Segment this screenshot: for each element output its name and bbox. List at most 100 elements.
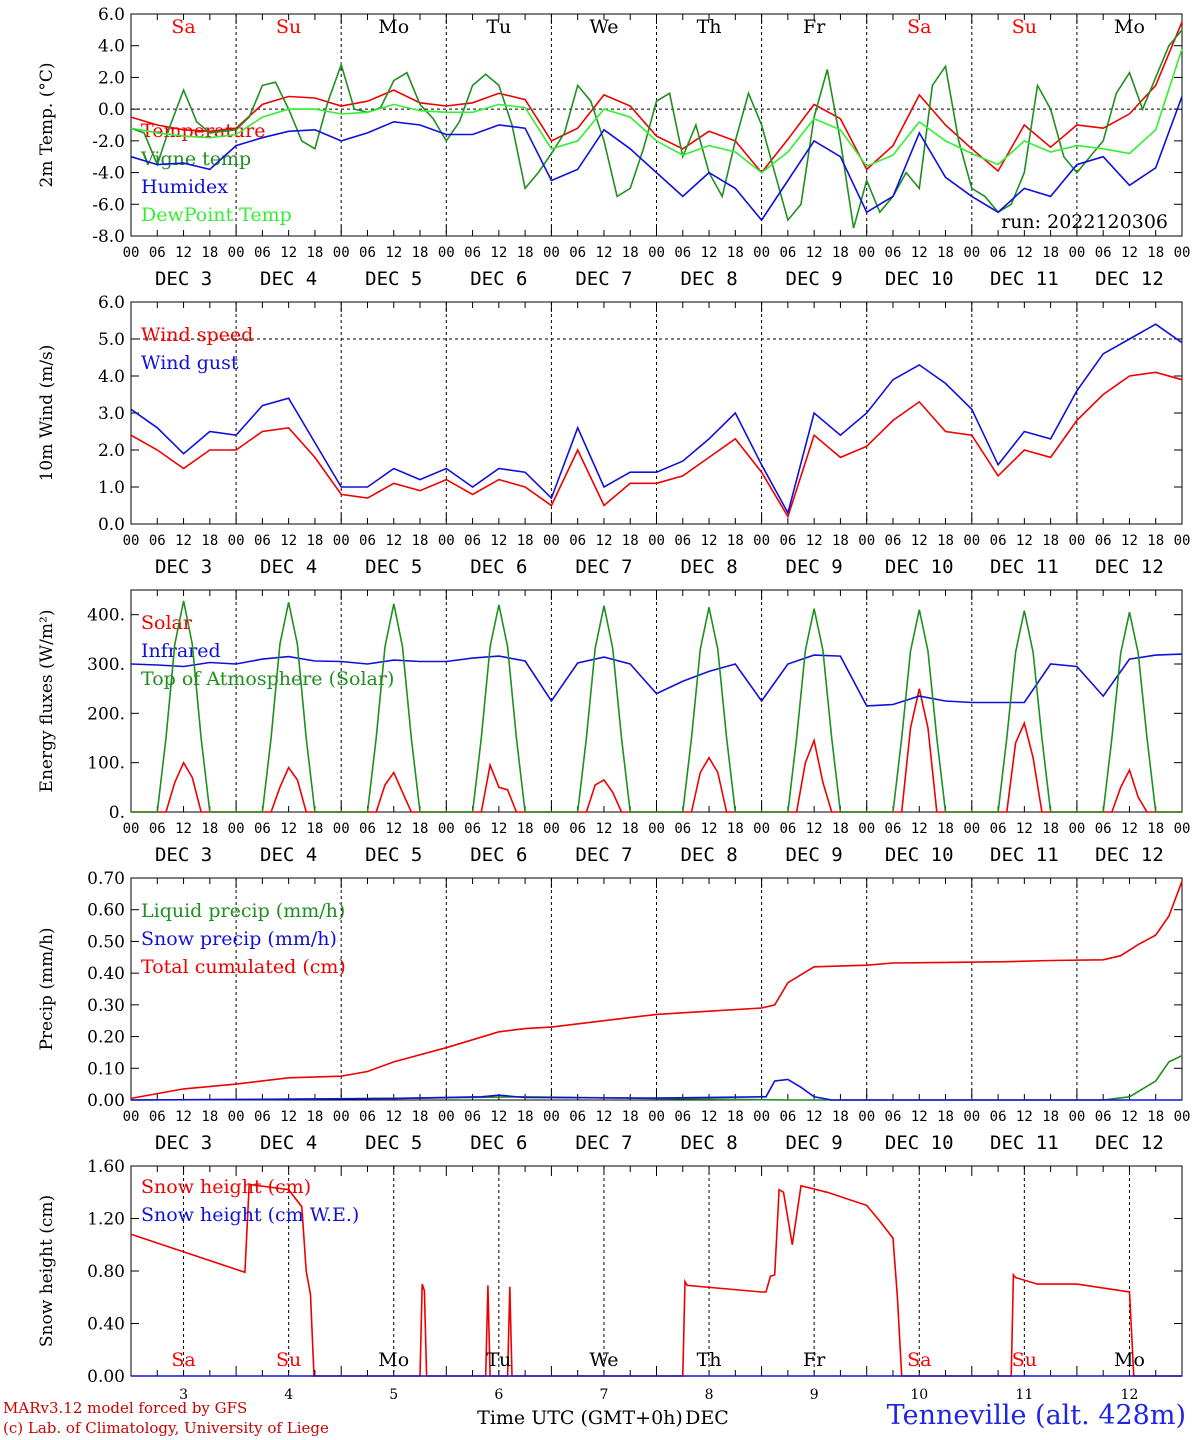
hour-label: 00 (858, 1109, 875, 1125)
hour-label: 00 (438, 245, 455, 261)
hour-label: 06 (254, 533, 271, 549)
date-label: DEC 11 (990, 844, 1059, 866)
date-label: DEC 10 (885, 268, 954, 290)
hour-label: 00 (648, 533, 665, 549)
hour-label: 06 (569, 533, 586, 549)
hour-label: 00 (648, 821, 665, 837)
hour-label: 12 (490, 821, 507, 837)
hour-label: 12 (385, 821, 402, 837)
legend-entry: Snow precip (mm/h) (141, 928, 337, 950)
date-label: DEC 12 (1095, 844, 1164, 866)
y-tick-label: 2.0 (98, 441, 125, 461)
legend-entry: Wind gust (141, 352, 239, 374)
hour-label: 00 (438, 821, 455, 837)
hour-label: 12 (911, 245, 928, 261)
day-name: Tu (486, 16, 511, 38)
y-tick-label: 0. (109, 803, 125, 823)
hour-label: 18 (1042, 245, 1059, 261)
hour-label: 06 (885, 245, 902, 261)
day-number: 8 (705, 1387, 714, 1403)
y-tick-label: 300. (87, 655, 125, 675)
day-number: 3 (179, 1387, 188, 1403)
legend-entry: Solar (141, 612, 193, 634)
date-label: DEC 3 (155, 1132, 212, 1154)
hour-label: 00 (963, 533, 980, 549)
series-line-infrared (130, 653, 1183, 707)
day-name: Mo (378, 1349, 409, 1371)
y-axis-label: Precip (mm/h) (37, 927, 57, 1050)
hour-label: 06 (149, 821, 166, 837)
y-tick-label: 0.00 (87, 1367, 125, 1387)
y-tick-label: 100. (87, 754, 125, 774)
day-name: Fr (803, 1349, 826, 1371)
hour-label: 12 (385, 245, 402, 261)
series-line-wind-speed (130, 371, 1183, 519)
hour-label: 06 (359, 1109, 376, 1125)
hour-label: 00 (963, 245, 980, 261)
day-number: 4 (284, 1387, 293, 1403)
hour-label: 00 (543, 533, 560, 549)
hour-label: 12 (596, 245, 613, 261)
y-tick-label: 6.0 (98, 5, 125, 25)
date-label: DEC 9 (786, 844, 843, 866)
date-label: DEC 12 (1095, 268, 1164, 290)
hour-label: 12 (280, 1109, 297, 1125)
hour-label: 06 (1095, 1109, 1112, 1125)
hour-label: 06 (885, 1109, 902, 1125)
hour-label: 12 (175, 1109, 192, 1125)
hour-label: 12 (911, 533, 928, 549)
y-tick-label: -6.0 (92, 195, 125, 215)
hour-label: 12 (911, 1109, 928, 1125)
hour-label: 06 (779, 1109, 796, 1125)
y-tick-label: 0.10 (87, 1059, 125, 1079)
hour-label: 00 (753, 533, 770, 549)
date-label: DEC 10 (885, 556, 954, 578)
day-name: Th (697, 16, 722, 38)
hour-label: 00 (1174, 821, 1191, 837)
hour-label: 06 (464, 533, 481, 549)
hour-label: 18 (306, 1109, 323, 1125)
day-name: We (589, 1349, 618, 1371)
y-tick-label: 1.60 (87, 1157, 125, 1177)
day-number: 6 (494, 1387, 503, 1403)
date-label: DEC 7 (575, 844, 632, 866)
hour-label: 06 (149, 245, 166, 261)
y-tick-label: 2.0 (98, 68, 125, 88)
hour-label: 00 (1174, 245, 1191, 261)
hour-label: 18 (622, 1109, 639, 1125)
hour-label: 18 (1147, 245, 1164, 261)
date-label: DEC 9 (786, 268, 843, 290)
hour-label: 00 (333, 821, 350, 837)
day-number: 11 (1015, 1387, 1033, 1403)
hour-label: 00 (543, 821, 560, 837)
hour-label: 06 (359, 245, 376, 261)
hour-label: 18 (306, 533, 323, 549)
x-axis-unit: DEC (685, 1407, 729, 1429)
hour-label: 12 (175, 245, 192, 261)
hour-label: 00 (1068, 1109, 1085, 1125)
series-line-humidex (130, 96, 1183, 222)
hour-label: 00 (228, 1109, 245, 1125)
date-label: DEC 3 (155, 556, 212, 578)
hour-label: 12 (701, 533, 718, 549)
hour-label: 18 (412, 533, 429, 549)
date-label: DEC 3 (155, 268, 212, 290)
date-label: DEC 6 (470, 556, 527, 578)
y-tick-label: 0.80 (87, 1262, 125, 1282)
hour-label: 12 (806, 533, 823, 549)
date-label: DEC 6 (470, 1132, 527, 1154)
hour-label: 18 (201, 821, 218, 837)
hour-label: 18 (412, 1109, 429, 1125)
legend-entry: Temperature (141, 120, 265, 142)
hour-label: 06 (464, 245, 481, 261)
date-label: DEC 10 (885, 844, 954, 866)
date-label: DEC 8 (680, 1132, 737, 1154)
hour-label: 06 (1095, 245, 1112, 261)
date-label: DEC 5 (365, 844, 422, 866)
hour-label: 06 (674, 245, 691, 261)
hour-label: 18 (1147, 533, 1164, 549)
series-line-solar (131, 688, 1182, 813)
day-number: 9 (810, 1387, 819, 1403)
y-tick-label: 3.0 (98, 404, 125, 424)
hour-label: 06 (779, 821, 796, 837)
